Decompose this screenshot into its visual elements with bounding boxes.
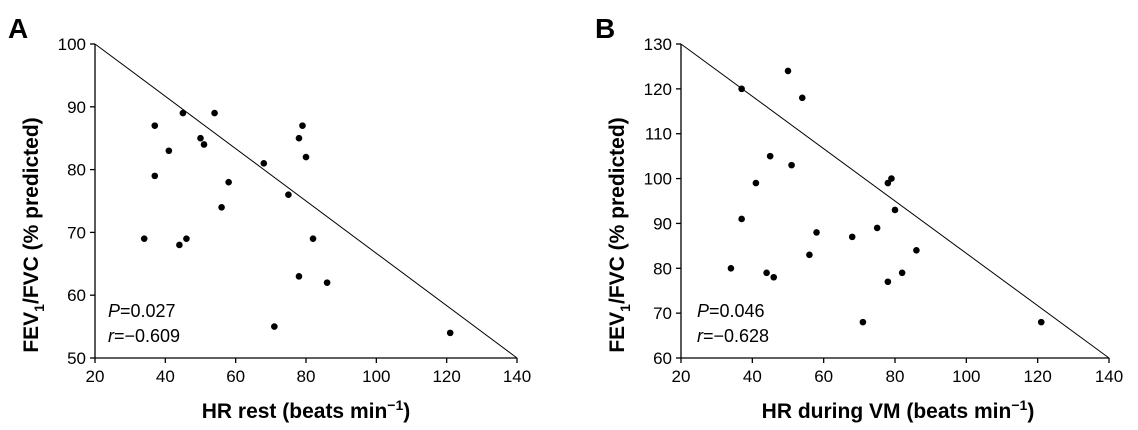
y-tick-label-a: 90 (67, 98, 86, 117)
y-tick-label-b: 80 (653, 259, 672, 278)
data-point-b (1037, 318, 1045, 326)
chart-panel-a: A FEV1/FVC (% predicted) HR rest (beats … (8, 13, 531, 423)
data-point-a (200, 141, 208, 148)
data-point-a (260, 160, 268, 167)
x-tick-label-b: 140 (1095, 367, 1123, 386)
data-point-b (738, 85, 745, 93)
data-point-b (888, 175, 895, 182)
y-axis-label-b: FEV1/FVC (% predicted) (606, 117, 633, 352)
data-point-a (218, 203, 225, 211)
data-point-b (891, 206, 899, 214)
data-point-b (848, 233, 856, 241)
data-point-a (299, 122, 306, 129)
data-point-b (798, 94, 806, 102)
data-point-b (738, 215, 745, 223)
y-tick-label-a: 100 (58, 35, 86, 54)
data-point-b (788, 161, 795, 169)
x-tick-label-a: 40 (156, 367, 175, 386)
data-point-b (913, 247, 920, 254)
data-point-a (285, 191, 292, 199)
x-tick-label-b: 20 (672, 367, 691, 386)
data-point-b (752, 179, 760, 187)
x-tick-label-a: 80 (297, 367, 316, 386)
data-point-b (884, 179, 892, 187)
data-point-a (309, 235, 317, 242)
data-point-b (770, 273, 778, 281)
x-axis-label-a: HR rest (beats min−1) (202, 397, 411, 423)
data-point-b (813, 229, 820, 236)
data-point-b (784, 67, 792, 75)
data-point-a (179, 109, 187, 117)
r-value-b: r=−0.628 (697, 326, 769, 346)
data-point-a (295, 273, 303, 280)
data-point-a (295, 134, 303, 142)
x-axis-label-b: HR during VM (beats min−1) (762, 397, 1035, 423)
r-value-a: r=−0.609 (108, 326, 180, 346)
y-tick-label-a: 50 (67, 349, 86, 368)
regression-line-a (94, 43, 518, 359)
data-point-a (446, 329, 454, 337)
x-tick-label-a: 120 (432, 367, 460, 386)
x-tick-label-b: 80 (886, 367, 905, 386)
y-tick-label-b: 120 (644, 80, 672, 99)
x-tick-label-b: 100 (952, 367, 980, 386)
y-tick-label-b: 110 (645, 125, 672, 144)
data-point-a (211, 109, 218, 117)
y-tick-label-b: 70 (653, 304, 672, 323)
data-point-b (727, 264, 735, 272)
data-point-a (151, 122, 159, 129)
x-tick-label-b: 60 (814, 367, 833, 386)
data-point-b (763, 269, 770, 277)
regression-line-b (680, 43, 1110, 359)
data-point-a (225, 178, 232, 186)
y-tick-label-b: 130 (644, 35, 672, 54)
data-point-b (898, 269, 906, 277)
data-point-a (140, 235, 148, 242)
data-point-a (176, 241, 183, 249)
data-point-a (183, 235, 190, 242)
x-tick-label-a: 140 (503, 367, 531, 386)
data-point-a (323, 279, 331, 286)
y-tick-label-b: 100 (644, 170, 672, 189)
chart-panel-b: B FEV1/FVC (% predicted) HR during VM (b… (595, 13, 1123, 423)
p-value-b: P=0.046 (697, 301, 765, 321)
y-axis-label-a: FEV1/FVC (% predicted) (20, 117, 47, 352)
y-tick-label-a: 80 (67, 161, 86, 180)
x-tick-label-a: 20 (86, 367, 105, 386)
p-value-a: P=0.027 (108, 301, 176, 321)
data-point-a (151, 172, 159, 180)
x-tick-label-b: 40 (743, 367, 762, 386)
data-point-a (271, 323, 278, 330)
data-point-a (165, 147, 173, 155)
x-tick-label-b: 120 (1023, 367, 1051, 386)
data-point-b (873, 224, 881, 232)
panel-letter-b: B (595, 13, 615, 44)
x-tick-label-a: 60 (226, 367, 245, 386)
panel-letter-a: A (8, 13, 28, 44)
data-point-a (197, 134, 204, 142)
data-point-b (884, 278, 892, 286)
y-tick-label-a: 70 (67, 223, 86, 242)
data-point-a (302, 153, 310, 161)
x-tick-label-a: 100 (362, 367, 390, 386)
data-point-b (859, 318, 867, 326)
y-tick-label-a: 60 (67, 286, 86, 305)
y-tick-label-b: 90 (653, 214, 672, 233)
y-tick-label-b: 60 (653, 349, 672, 368)
data-point-b (806, 251, 813, 259)
data-point-b (766, 152, 774, 160)
